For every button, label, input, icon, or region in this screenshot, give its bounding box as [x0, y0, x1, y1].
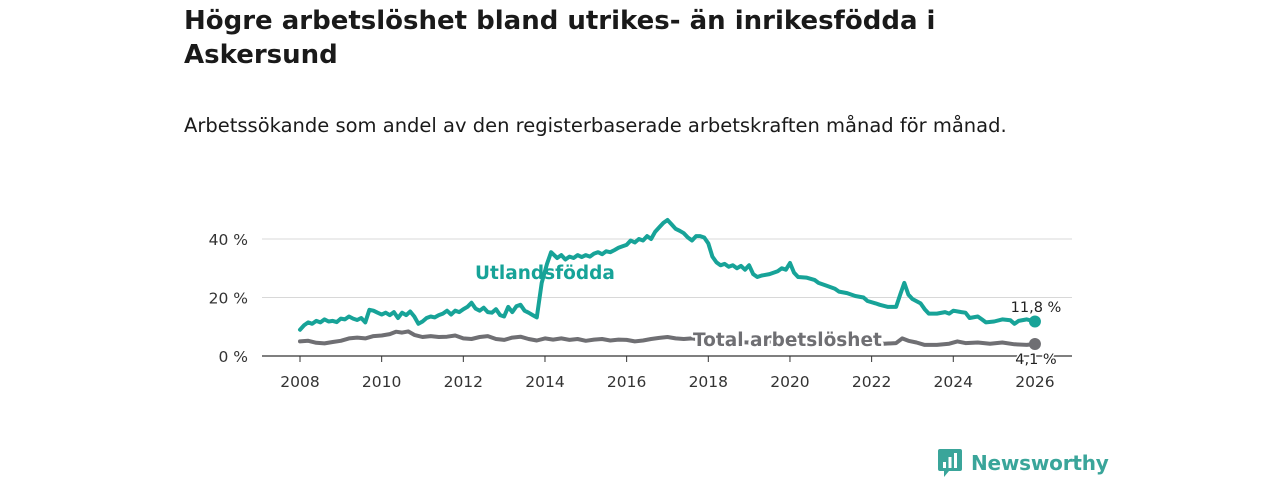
x-tick-label: 2016 [607, 373, 646, 391]
series-lines [298, 218, 1041, 351]
newsworthy-logo-icon [938, 449, 962, 477]
x-tick-label: 2020 [770, 373, 809, 391]
chart-subtitle: Arbetssökande som andel av den registerb… [184, 114, 1007, 137]
series-line-total [298, 329, 1037, 347]
y-tick-label: 0 % [218, 348, 248, 366]
x-tick-label: 2018 [689, 373, 728, 391]
brand-logo[interactable]: Newsworthy [937, 448, 1109, 478]
grid-lines [262, 238, 1072, 298]
series-labels: Utlandsfödda Total arbetslöshet 11,8 % 4,1 … [475, 263, 1062, 370]
y-tick-label: 40 % [209, 231, 248, 249]
x-tick-label: 2010 [362, 373, 401, 391]
x-tick-label: 2012 [444, 373, 483, 391]
y-tick-label: 20 % [209, 290, 248, 308]
series-label-total: Total arbetslöshet [693, 330, 882, 351]
x-tick-label: 2024 [934, 373, 973, 391]
x-tick-label: 2008 [280, 373, 319, 391]
brand-name: Newsworthy [971, 451, 1109, 475]
x-tick-label: 2022 [852, 373, 891, 391]
series-label-utlandsfodda: Utlandsfödda [475, 263, 615, 284]
end-value-label-total: 4,1 % [1015, 352, 1056, 368]
series-end-point [1028, 315, 1041, 328]
x-tick-label: 2014 [525, 373, 564, 391]
chart-title: Högre arbetslöshet bland utrikes- än inr… [184, 6, 936, 70]
x-axis: 0 % 20 % 40 % 2008 2010 2012 2014 2016 2018 2020 2… [209, 231, 1072, 391]
series-end-point [1028, 338, 1041, 351]
series-line-utlandsfodda [298, 218, 1037, 332]
x-tick-label: 2026 [1015, 373, 1054, 391]
end-value-label-utlandsfodda: 11,8 % [1011, 300, 1062, 316]
